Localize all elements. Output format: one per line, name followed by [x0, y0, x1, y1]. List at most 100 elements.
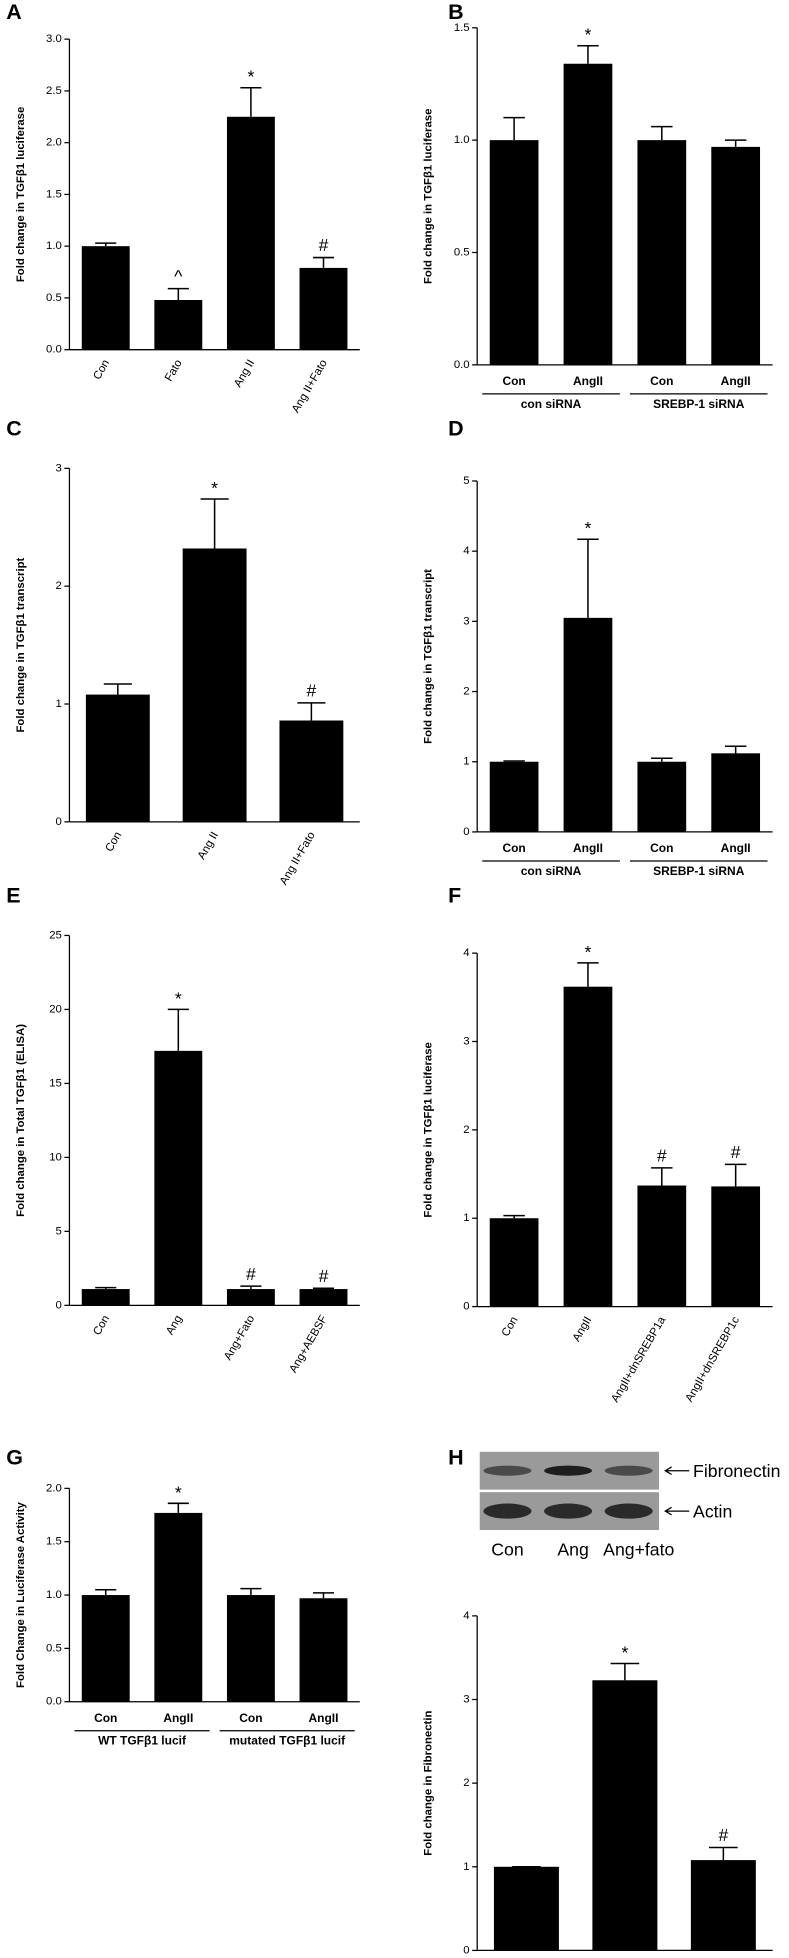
bar [299, 1289, 348, 1306]
bar [81, 246, 130, 350]
chart-panel: D Fold change in TGFβ1 transcript 0 1 2 3 4 5 Co… [423, 417, 773, 878]
blot-band [544, 1503, 593, 1519]
significance-marker: * [211, 478, 218, 498]
error-bar [503, 760, 525, 762]
y-tick-label: 0.5 [46, 292, 62, 304]
y-tick-label: 1.5 [46, 188, 62, 200]
bar [563, 63, 613, 365]
x-tick-label: AngII [573, 841, 603, 855]
y-tick-label: 3 [463, 1694, 469, 1706]
y-axis-label: Fold Change in Luciferase Activity [15, 1501, 27, 1687]
panel-letter: B [448, 0, 464, 24]
chart-panel: G Fold Change in Luciferase Activity 0.0 0.… [6, 1445, 360, 1748]
error-bar [503, 116, 525, 141]
error-bar [167, 287, 189, 301]
y-tick-label: 5 [463, 475, 469, 487]
x-tick-label: AngII [163, 1711, 193, 1725]
y-tick-label: 3 [56, 462, 62, 474]
y-tick-label: 0.5 [454, 246, 470, 258]
y-axis-label: Fold change in TGFβ1 transcript [15, 557, 27, 732]
bar [81, 1289, 130, 1306]
y-tick-label: 4 [463, 545, 469, 557]
bar [563, 617, 613, 832]
y-tick-label: 0 [56, 1299, 62, 1311]
significance-marker: * [175, 988, 182, 1008]
group-label: mutated TGFβ1 lucif [229, 1734, 346, 1748]
significance-marker: * [175, 1482, 182, 1502]
blot-arrow [664, 1466, 690, 1476]
x-tick-label: AngII [309, 1711, 339, 1725]
blot-band [483, 1503, 532, 1519]
y-tick-label: 2.0 [46, 1482, 62, 1494]
blot-arrow [664, 1506, 690, 1516]
error-bar [724, 745, 747, 754]
error-bar [200, 498, 229, 549]
error-bar [577, 45, 599, 64]
group-label: SREBP-1 siRNA [653, 864, 745, 878]
x-tick-label: Con [650, 841, 673, 855]
y-tick-label: 15 [49, 1077, 62, 1089]
error-bar [312, 256, 335, 268]
y-tick-label: 2 [463, 1777, 469, 1789]
error-bar [709, 1846, 738, 1861]
chart-panel: B Fold change in TGFβ1 luciferase 0.0 0.5 1.… [423, 0, 773, 411]
significance-marker: * [585, 942, 592, 962]
bar [279, 720, 344, 822]
significance-marker: # [657, 1146, 667, 1166]
error-bar [610, 1662, 640, 1681]
y-tick-label: 1.0 [46, 240, 62, 252]
bar [154, 1050, 203, 1306]
error-bar [95, 242, 117, 247]
y-tick-label: 1.0 [454, 134, 470, 146]
bar [85, 694, 150, 822]
error-bar [297, 702, 326, 721]
panel-letter: D [448, 417, 464, 441]
y-tick-label: 0 [463, 1944, 469, 1956]
x-tick-label: Con [239, 1711, 262, 1725]
y-tick-label: 0 [56, 816, 62, 828]
panel-letter: G [6, 1445, 23, 1469]
y-tick-label: 0.5 [46, 1642, 62, 1654]
error-bar [577, 538, 599, 618]
bar [711, 753, 761, 832]
blot-row-label: Fibronectin [693, 1461, 780, 1481]
panel-letter: A [6, 0, 22, 24]
y-axis-label: Fold change in TGFβ1 luciferase [423, 109, 435, 284]
error-bar [95, 1588, 117, 1596]
significance-marker: # [718, 1825, 728, 1845]
bar [637, 140, 687, 365]
y-tick-label: 2 [463, 1124, 469, 1136]
error-bar [503, 1214, 525, 1219]
bar [299, 1598, 348, 1702]
bar [226, 1595, 275, 1702]
y-axis-label: Fold change in TGFβ1 transcript [423, 569, 435, 744]
y-tick-label: 0.0 [454, 359, 470, 371]
error-bar [240, 87, 262, 117]
bar [489, 140, 539, 365]
y-tick-label: 10 [49, 1151, 62, 1163]
y-tick-label: 5 [56, 1225, 62, 1237]
y-tick-label: 1 [463, 1861, 469, 1873]
y-tick-label: 1 [463, 1212, 469, 1224]
y-tick-label: 25 [49, 929, 62, 941]
blot-band [544, 1465, 593, 1476]
error-bar [724, 139, 747, 147]
significance-marker: # [731, 1142, 741, 1162]
bar [489, 1218, 539, 1307]
y-axis-label: Fold change in Fibronectin [423, 1711, 435, 1856]
y-tick-label: 0 [463, 1301, 469, 1313]
error-bar [724, 1163, 747, 1187]
significance-marker: # [246, 1264, 256, 1284]
bar [592, 1680, 658, 1951]
x-tick-label: Con [502, 841, 525, 855]
blot-lane-label: Con [491, 1539, 523, 1559]
significance-marker: # [319, 235, 329, 255]
error-bar [651, 125, 673, 141]
x-tick-label: AngII [721, 374, 751, 388]
x-tick-label: Con [94, 1711, 117, 1725]
error-bar [651, 1167, 673, 1186]
significance-marker: * [585, 518, 592, 538]
y-tick-label: 3 [463, 1035, 469, 1047]
panel-letter: E [6, 884, 20, 908]
y-tick-label: 1.5 [46, 1536, 62, 1548]
